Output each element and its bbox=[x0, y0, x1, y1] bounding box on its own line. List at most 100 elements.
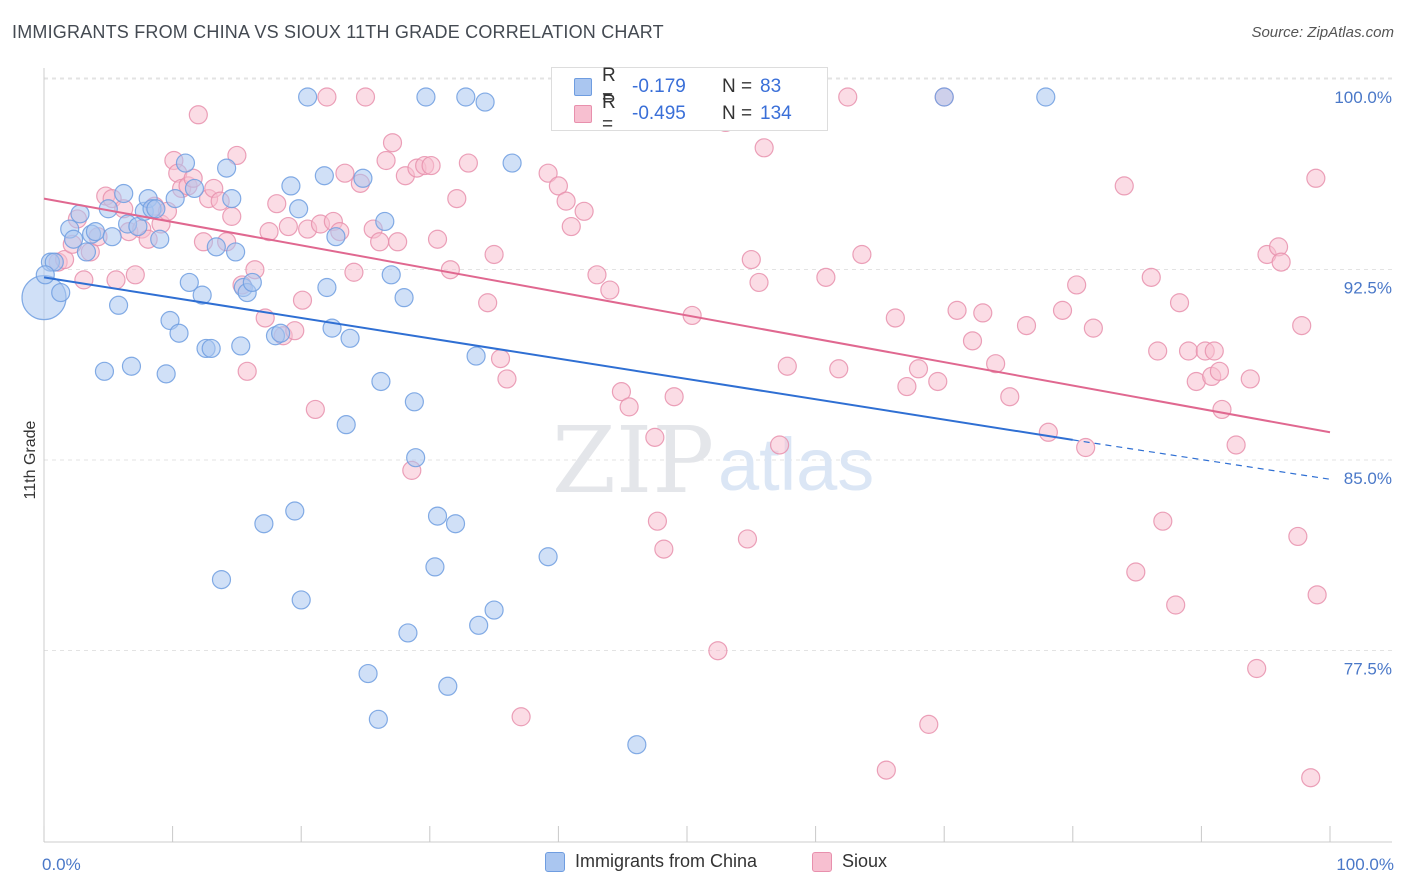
china-point bbox=[416, 87, 436, 107]
china-point bbox=[285, 501, 305, 521]
china-point bbox=[211, 569, 232, 590]
sioux-point bbox=[1067, 275, 1087, 295]
sioux-point bbox=[1016, 316, 1037, 336]
legend-swatch-sioux bbox=[812, 851, 832, 872]
sioux-point bbox=[737, 529, 758, 549]
sioux-point bbox=[769, 435, 790, 455]
china-point bbox=[394, 288, 414, 308]
sioux-point bbox=[664, 387, 684, 407]
sioux-point bbox=[278, 216, 298, 237]
x-tick-label: 0.0% bbox=[42, 855, 81, 874]
china-point bbox=[217, 158, 237, 178]
china-point bbox=[271, 323, 291, 343]
y-tick-label: 92.5% bbox=[1344, 279, 1392, 298]
sioux-point bbox=[106, 270, 126, 290]
sioux-point bbox=[548, 176, 569, 196]
sioux-point bbox=[335, 163, 355, 183]
china-point bbox=[146, 199, 166, 219]
china-point bbox=[358, 663, 378, 684]
chart-title: IMMIGRANTS FROM CHINA VS SIOUX 11TH GRAD… bbox=[12, 22, 664, 42]
legend-label-sioux: Sioux bbox=[842, 851, 888, 871]
sioux-point bbox=[897, 376, 917, 397]
sioux-point bbox=[611, 382, 632, 402]
y-tick-label: 85.0% bbox=[1344, 469, 1392, 488]
sioux-point bbox=[74, 270, 94, 290]
china-point bbox=[156, 364, 176, 384]
sioux-point bbox=[440, 260, 460, 280]
legend-r-label: R = bbox=[602, 92, 616, 135]
sioux-point bbox=[1114, 176, 1134, 196]
sioux-point bbox=[1271, 252, 1291, 272]
china-point bbox=[371, 371, 391, 392]
china-point bbox=[169, 323, 189, 343]
china-point bbox=[627, 735, 647, 755]
china-point bbox=[242, 272, 262, 293]
sioux-point bbox=[305, 399, 325, 420]
sioux-point bbox=[973, 303, 993, 323]
sioux-point bbox=[1166, 595, 1186, 615]
china-point bbox=[398, 623, 418, 643]
sioux-point bbox=[376, 150, 396, 171]
china-point bbox=[150, 229, 170, 249]
y-tick-label: 100.0% bbox=[1334, 88, 1392, 107]
china-point bbox=[502, 153, 522, 173]
sioux-point bbox=[587, 265, 607, 285]
china-point bbox=[425, 557, 445, 577]
sioux-point bbox=[1212, 399, 1232, 420]
china-point bbox=[469, 615, 489, 635]
trend-lines bbox=[43, 197, 1331, 480]
tick-labels: 100.0% 92.5% 85.0% 77.5% 0.0% 100.0% bbox=[42, 88, 1394, 874]
y-tick-label: 77.5% bbox=[1344, 660, 1392, 679]
china-point bbox=[353, 168, 373, 188]
china-point bbox=[438, 676, 458, 696]
sioux-point bbox=[1178, 341, 1199, 361]
y-axis-label: 11th Grade bbox=[22, 420, 39, 499]
china-point bbox=[35, 265, 55, 285]
sioux-point bbox=[852, 244, 872, 265]
sioux-point bbox=[490, 349, 511, 369]
sioux-point bbox=[619, 397, 639, 417]
sioux-point bbox=[355, 87, 376, 107]
china-point bbox=[192, 285, 212, 305]
sioux-point bbox=[1247, 658, 1267, 679]
sioux-point bbox=[125, 265, 145, 285]
sioux-point bbox=[1240, 369, 1260, 389]
chart-source: Source: ZipAtlas.com bbox=[1251, 24, 1394, 41]
china-point bbox=[291, 590, 311, 610]
china-point bbox=[375, 211, 395, 232]
legend-swatch-sioux bbox=[574, 105, 592, 123]
china-point bbox=[538, 547, 558, 567]
sioux-point bbox=[908, 359, 929, 379]
sioux-point bbox=[1307, 585, 1327, 605]
sioux-point bbox=[574, 201, 594, 221]
china-point bbox=[475, 92, 495, 112]
china-point bbox=[231, 336, 251, 356]
sioux-point bbox=[838, 87, 858, 107]
legend-swatch-china bbox=[574, 78, 592, 96]
china-point bbox=[85, 222, 106, 242]
stats-legend: R = -0.179 N = 83 R = -0.495 N = 134 bbox=[551, 65, 828, 135]
legend-row-china: R = -0.179 N = 83 bbox=[574, 65, 781, 108]
sioux-point bbox=[227, 145, 247, 166]
legend-swatch-china bbox=[545, 851, 565, 872]
sioux-point bbox=[237, 361, 257, 381]
legend-n-label: N = bbox=[722, 103, 753, 124]
sioux-point bbox=[1141, 267, 1161, 287]
sioux-point bbox=[1169, 293, 1190, 313]
china-point bbox=[326, 227, 346, 247]
sioux-point bbox=[478, 293, 498, 313]
china-point bbox=[289, 199, 309, 219]
axes bbox=[43, 68, 1392, 843]
china-point bbox=[404, 392, 424, 412]
sioux-point bbox=[484, 244, 504, 265]
china-point bbox=[51, 282, 71, 303]
sioux-point bbox=[962, 331, 983, 351]
sioux-point bbox=[816, 267, 836, 287]
china-point bbox=[184, 178, 205, 199]
watermark-atlas: atlas bbox=[718, 423, 874, 506]
sioux-point bbox=[382, 133, 403, 153]
legend-item-sioux: Sioux bbox=[812, 851, 887, 872]
china-points bbox=[21, 87, 1056, 755]
legend-label-china: Immigrants from China bbox=[575, 851, 758, 871]
sioux-point bbox=[1204, 341, 1224, 361]
